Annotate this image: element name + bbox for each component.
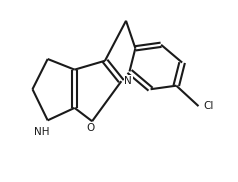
Text: N: N (124, 76, 132, 86)
Text: Cl: Cl (204, 101, 214, 111)
Text: N: N (124, 76, 132, 86)
Text: O: O (87, 123, 95, 133)
Text: NH: NH (34, 127, 50, 137)
Text: Cl: Cl (204, 101, 214, 111)
Text: NH: NH (34, 127, 50, 137)
Text: O: O (87, 123, 95, 133)
